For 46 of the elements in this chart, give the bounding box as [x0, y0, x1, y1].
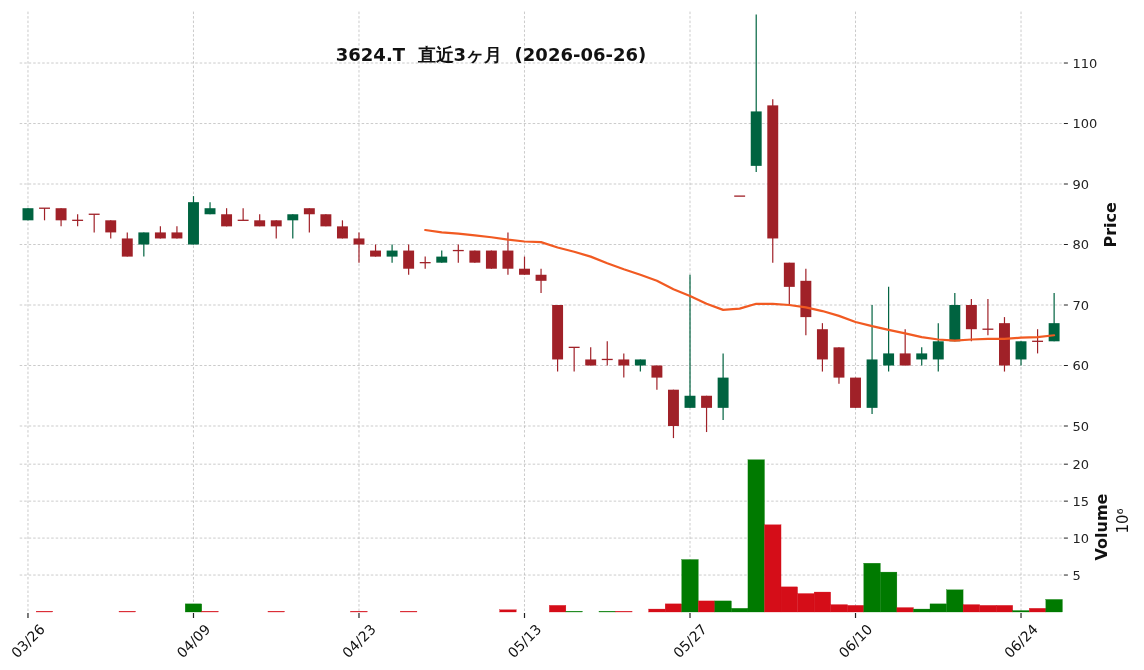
bar [1045, 599, 1063, 613]
candlestick [138, 231, 150, 258]
candlestick [105, 219, 117, 240]
y-tick-label: 10 [1072, 530, 1089, 546]
bar [681, 559, 699, 613]
bar [499, 609, 517, 613]
y-tick-label: 70 [1072, 297, 1089, 313]
candlestick [883, 286, 895, 373]
candlestick [386, 243, 398, 264]
text: 3624.T 直近3ヶ月 (2026-06-26) [335, 44, 647, 66]
candlestick [353, 231, 365, 264]
candlestick [899, 328, 911, 367]
y-tick-label: 90 [1072, 176, 1089, 192]
candlestick [303, 207, 315, 234]
candlestick [403, 243, 415, 276]
text: 10⁶ [1114, 508, 1133, 534]
candlestick [55, 207, 67, 227]
y-tick-label: 100 [1072, 116, 1098, 132]
candlestick [684, 274, 696, 409]
y-axis-title: Price [1100, 201, 1120, 248]
y-tick-label: 50 [1072, 418, 1089, 434]
candlestick [519, 256, 530, 276]
y-tick-label: 5 [1072, 567, 1081, 583]
bar [185, 603, 202, 613]
bar [549, 605, 567, 613]
bar [1029, 608, 1046, 613]
candlestick [270, 219, 282, 240]
candlestick [502, 231, 514, 276]
candlestick [618, 352, 630, 379]
candlestick [287, 213, 299, 240]
bar [896, 607, 914, 613]
candlestick [535, 268, 547, 294]
y-axis-title: Volume [1091, 493, 1111, 561]
bar [698, 600, 715, 613]
y-tick-label: 110 [1072, 55, 1098, 71]
candlestick [932, 322, 944, 373]
y-tick-label: 20 [1072, 456, 1089, 472]
candlestick [916, 346, 928, 367]
y-tick-label: 15 [1072, 493, 1089, 509]
candlestick [1015, 340, 1027, 367]
y-tick-label: 80 [1072, 237, 1089, 253]
y-tick-label: 60 [1072, 358, 1089, 374]
candlestick [701, 395, 713, 433]
candlestick [585, 346, 597, 367]
candlestick [651, 364, 663, 391]
candlestick [121, 231, 133, 258]
